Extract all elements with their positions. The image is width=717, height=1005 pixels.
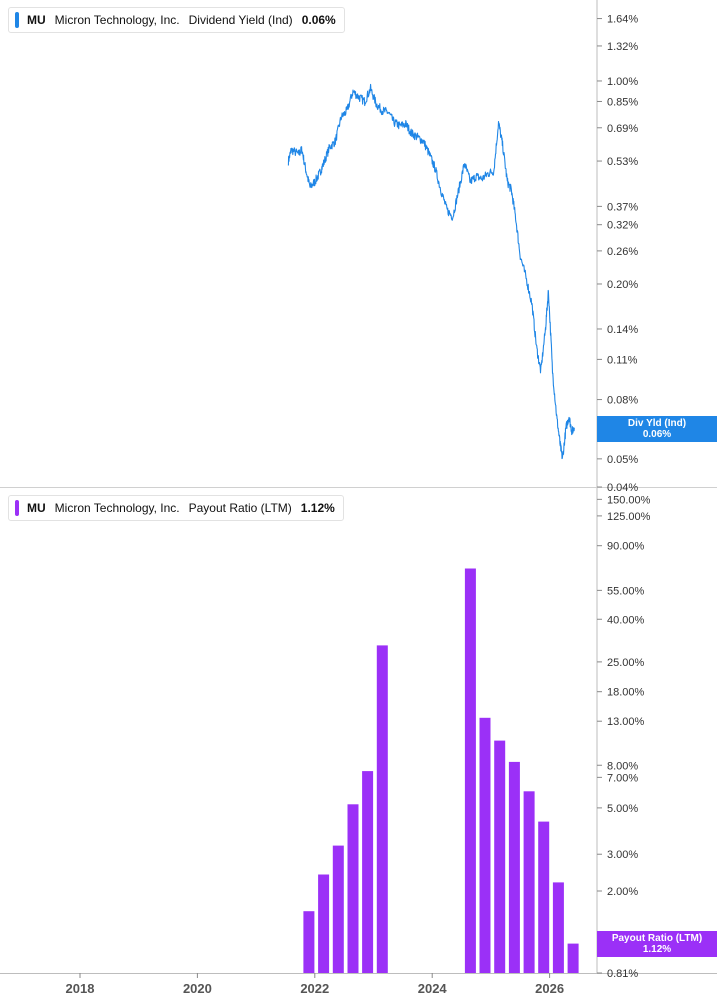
top-y-tick-label: 1.00% [607,76,638,88]
top-y-tick-label: 0.37% [607,201,638,213]
bottom-y-tick-label: 55.00% [607,585,645,597]
bottom-y-tick-label: 90.00% [607,541,645,553]
payout-ratio-bar[interactable] [523,791,535,973]
bottom-y-tick-label: 25.00% [607,657,645,669]
bottom-y-axis: 150.00% 125.00% 90.00% 55.00% 40.00% 25.00% 18… [597,494,651,980]
payout-ratio-bar[interactable] [318,874,330,974]
x-tick-label: 2026 [535,981,564,996]
x-tick-label: 2024 [418,981,448,996]
div-yield-tag-label: Div Yld (Ind) [627,418,687,429]
top-y-tick-label: 0.26% [607,246,638,258]
div-yield-tag-value: 0.06% [642,429,672,440]
top-y-tick-label: 0.04% [607,482,638,494]
payout-ratio-bar[interactable] [376,645,388,973]
bottom-legend-value: 1.12% [300,501,335,515]
top-y-tick-label: 0.69% [607,123,638,135]
payout-ratio-bar[interactable] [479,717,491,973]
top-y-tick-label: 0.11% [607,354,638,366]
top-legend-ticker: MU [27,13,46,27]
payout-ratio-bars [303,568,579,974]
top-y-tick-label: 0.20% [607,279,638,291]
top-y-tick-label: 0.05% [607,454,638,466]
payout-ratio-bar[interactable] [332,845,344,973]
payout-ratio-bar[interactable] [464,568,476,974]
bottom-y-tick-label: 150.00% [607,494,651,506]
bottom-y-tick-label: 8.00% [607,760,638,772]
top-legend[interactable]: MU Micron Technology, Inc. Dividend Yiel… [8,7,345,33]
top-legend-metric: Dividend Yield (Ind) [188,13,293,27]
top-y-tick-label: 0.85% [607,96,638,108]
x-tick-label: 2022 [300,981,329,996]
bottom-y-tick-label: 7.00% [607,772,638,784]
top-y-tick-label: 0.08% [607,395,638,407]
top-y-tick-label: 0.14% [607,324,638,336]
top-y-tick-label: 0.53% [607,156,638,168]
top-y-tick-label: 1.64% [607,14,638,26]
payout-ratio-tag-value: 1.12% [642,944,672,955]
bottom-legend-swatch [15,500,19,516]
bottom-y-tick-label: 18.00% [607,687,645,699]
payout-ratio-bar[interactable] [538,821,550,973]
bottom-y-tick-label: 40.00% [607,614,645,626]
payout-ratio-bar[interactable] [494,740,506,973]
top-legend-swatch [15,12,19,28]
bottom-y-tick-label: 13.00% [607,716,645,728]
top-y-tick-label: 1.32% [607,41,638,53]
bottom-legend[interactable]: MU Micron Technology, Inc. Payout Ratio … [8,495,344,521]
bottom-legend-company: Micron Technology, Inc. [54,501,180,515]
dividend-yield-line [287,83,575,460]
x-tick-label: 2018 [66,981,95,996]
payout-ratio-bar[interactable] [508,761,520,973]
bottom-y-tick-label: 125.00% [607,511,651,523]
top-legend-value: 0.06% [301,13,336,27]
div-yield-value-tag: Div Yld (Ind) 0.06% [597,416,717,442]
x-axis: 2018 2020 2022 2024 2026 [66,973,564,996]
payout-ratio-value-tag: Payout Ratio (LTM) 1.12% [597,931,717,957]
x-tick-label: 2020 [183,981,212,996]
payout-ratio-bar[interactable] [552,882,564,973]
top-legend-company: Micron Technology, Inc. [54,13,180,27]
bottom-y-tick-label: 3.00% [607,849,638,861]
bottom-legend-ticker: MU [27,501,46,515]
top-y-tick-label: 0.32% [607,220,638,232]
payout-ratio-bar[interactable] [347,804,359,973]
payout-ratio-bar[interactable] [567,943,579,973]
payout-ratio-bar[interactable] [303,911,315,973]
payout-ratio-bar[interactable] [362,771,374,973]
bottom-y-tick-label: 5.00% [607,803,638,815]
bottom-y-tick-label: 2.00% [607,886,638,898]
top-y-axis: 1.64% 1.32% 1.00% 0.85% 0.69% 0.53% 0.37% 0.32%… [597,14,638,494]
bottom-y-tick-label: 0.81% [607,968,638,980]
bottom-legend-metric: Payout Ratio (LTM) [188,501,292,515]
payout-ratio-tag-label: Payout Ratio (LTM) [611,933,703,944]
